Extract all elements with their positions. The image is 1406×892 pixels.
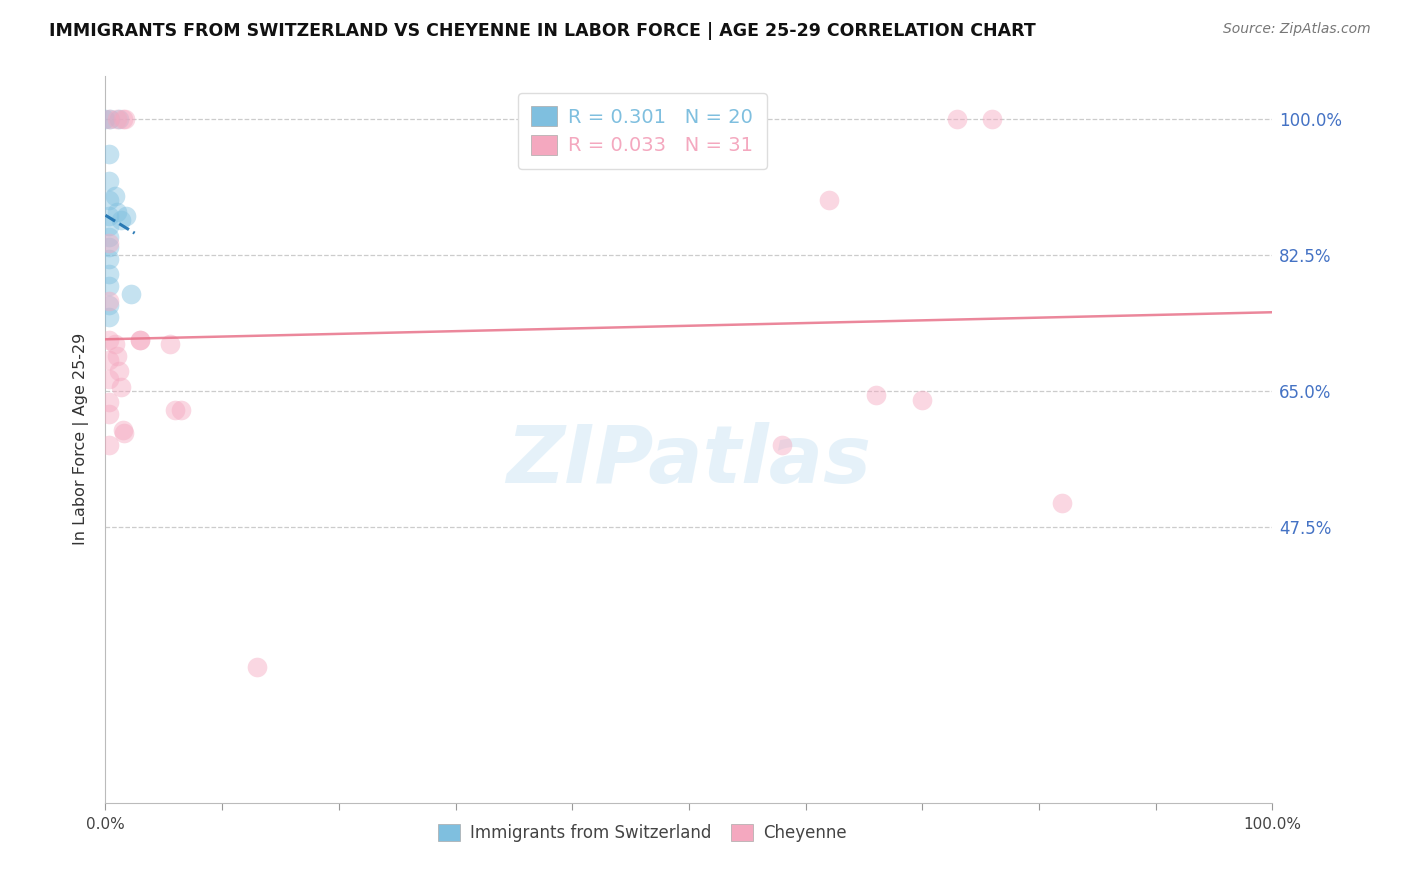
Point bbox=[97, 209, 120, 223]
Point bbox=[97, 298, 120, 312]
Point bbox=[170, 403, 193, 417]
Point bbox=[111, 423, 134, 437]
Point bbox=[105, 112, 128, 126]
Y-axis label: In Labor Force | Age 25-29: In Labor Force | Age 25-29 bbox=[73, 334, 90, 545]
Point bbox=[97, 438, 120, 452]
Point bbox=[105, 349, 128, 363]
Point bbox=[104, 337, 127, 351]
Point bbox=[97, 174, 120, 188]
Point bbox=[94, 112, 117, 126]
Point bbox=[97, 252, 120, 266]
Point bbox=[108, 112, 131, 126]
Point bbox=[97, 333, 120, 347]
Point bbox=[865, 387, 887, 401]
Point bbox=[97, 112, 120, 126]
Point bbox=[110, 380, 132, 394]
Legend: Immigrants from Switzerland, Cheyenne: Immigrants from Switzerland, Cheyenne bbox=[432, 817, 853, 849]
Point bbox=[1052, 496, 1074, 510]
Point bbox=[97, 294, 120, 309]
Point bbox=[97, 193, 120, 207]
Point bbox=[112, 426, 135, 441]
Point bbox=[911, 392, 934, 407]
Point bbox=[97, 235, 120, 250]
Point bbox=[97, 229, 120, 244]
Point bbox=[981, 112, 1004, 126]
Text: ZIPatlas: ZIPatlas bbox=[506, 422, 872, 500]
Point bbox=[104, 189, 127, 203]
Point bbox=[97, 219, 120, 233]
Point bbox=[105, 205, 128, 219]
Text: IMMIGRANTS FROM SWITZERLAND VS CHEYENNE IN LABOR FORCE | AGE 25-29 CORRELATION C: IMMIGRANTS FROM SWITZERLAND VS CHEYENNE … bbox=[49, 22, 1036, 40]
Point bbox=[165, 403, 187, 417]
Point bbox=[129, 333, 152, 347]
Point bbox=[770, 438, 793, 452]
Point bbox=[129, 333, 152, 347]
Text: Source: ZipAtlas.com: Source: ZipAtlas.com bbox=[1223, 22, 1371, 37]
Point bbox=[246, 659, 269, 673]
Point bbox=[110, 212, 132, 227]
Point bbox=[114, 112, 136, 126]
Point bbox=[97, 407, 120, 421]
Point bbox=[818, 193, 841, 207]
Point bbox=[159, 337, 181, 351]
Point bbox=[111, 112, 134, 126]
Point bbox=[98, 112, 121, 126]
Point bbox=[120, 286, 142, 301]
Point bbox=[97, 146, 120, 161]
Point bbox=[97, 267, 120, 281]
Point bbox=[97, 310, 120, 324]
Point bbox=[97, 352, 120, 367]
Point bbox=[97, 395, 120, 409]
Point bbox=[946, 112, 969, 126]
Point bbox=[108, 364, 131, 378]
Point bbox=[97, 278, 120, 293]
Point bbox=[97, 372, 120, 386]
Point bbox=[97, 240, 120, 254]
Point bbox=[115, 209, 138, 223]
